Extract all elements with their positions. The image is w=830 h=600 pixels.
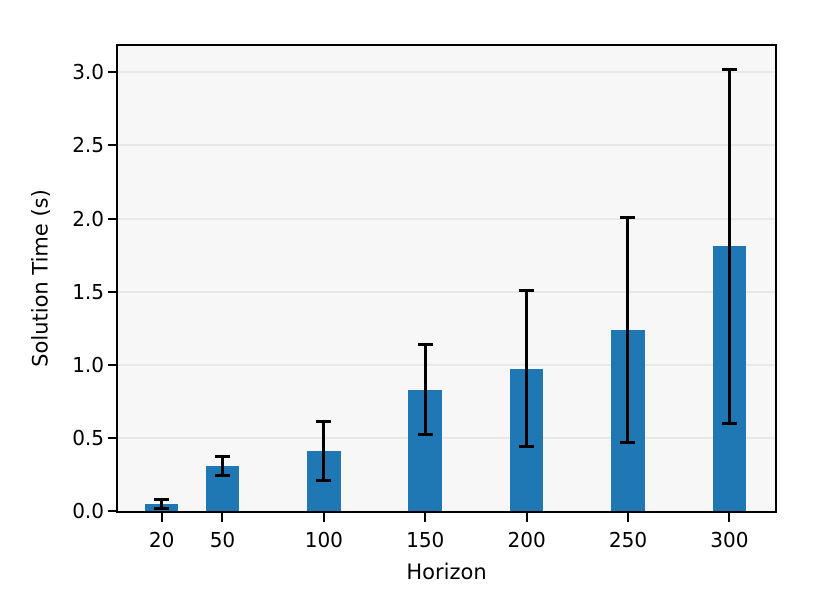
y-tick-mark (108, 290, 116, 293)
x-tick-label: 300 (710, 528, 749, 552)
error-bar-line (525, 290, 529, 447)
gridline (118, 217, 775, 220)
y-tick-label: 1.0 (72, 352, 104, 377)
error-bar-cap-top (519, 288, 535, 292)
gridline (118, 144, 775, 147)
x-tick-mark (424, 513, 427, 522)
error-bar-cap-bottom (417, 433, 433, 437)
error-bar-line (220, 456, 224, 476)
x-tick-mark (160, 513, 163, 522)
y-tick-mark (108, 436, 116, 439)
error-bar-line (626, 217, 630, 443)
error-bar-line (322, 421, 326, 481)
x-tick-mark (221, 513, 224, 522)
gridline (118, 436, 775, 439)
error-bar-cap-top (620, 215, 636, 219)
y-tick-label: 2.5 (72, 133, 104, 158)
error-bar-cap-bottom (519, 445, 535, 449)
error-bar-cap-bottom (620, 440, 636, 444)
y-tick-mark (108, 217, 116, 220)
y-tick-mark (108, 144, 116, 147)
error-bar-cap-top (154, 497, 170, 501)
gridline (118, 363, 775, 366)
x-tick-mark (525, 513, 528, 522)
x-tick-mark (626, 513, 629, 522)
error-bar-cap-top (214, 455, 230, 459)
x-axis-label: Horizon (406, 560, 487, 584)
x-tick-mark (728, 513, 731, 522)
gridline (118, 290, 775, 293)
error-bar-cap-top (721, 67, 737, 71)
error-bar-line (160, 499, 164, 509)
error-bar-cap-top (316, 420, 332, 424)
error-bar-line (423, 344, 427, 435)
x-tick-label: 250 (608, 528, 648, 552)
x-tick-label: 200 (507, 528, 546, 552)
y-tick-mark (108, 71, 116, 74)
y-tick-label: 1.5 (72, 279, 104, 304)
y-tick-label: 2.0 (72, 206, 104, 231)
y-tick-label: 3.0 (72, 60, 104, 85)
x-tick-label: 20 (148, 528, 175, 552)
y-tick-label: 0.0 (72, 499, 104, 523)
plot-area (116, 44, 777, 513)
error-bar-cap-bottom (316, 478, 332, 482)
error-bar-cap-top (417, 342, 433, 346)
x-tick-label: 150 (406, 528, 445, 552)
y-tick-mark (108, 510, 116, 512)
x-tick-label: 50 (209, 528, 236, 552)
error-bar-cap-bottom (214, 474, 230, 478)
y-tick-mark (108, 363, 116, 366)
x-tick-label: 100 (304, 528, 343, 552)
error-bar-cap-bottom (721, 421, 737, 425)
gridline (118, 71, 775, 74)
error-bar-line (727, 69, 731, 424)
error-bar-cap-bottom (154, 506, 170, 510)
x-tick-mark (322, 513, 325, 522)
y-tick-label: 0.5 (72, 425, 104, 450)
